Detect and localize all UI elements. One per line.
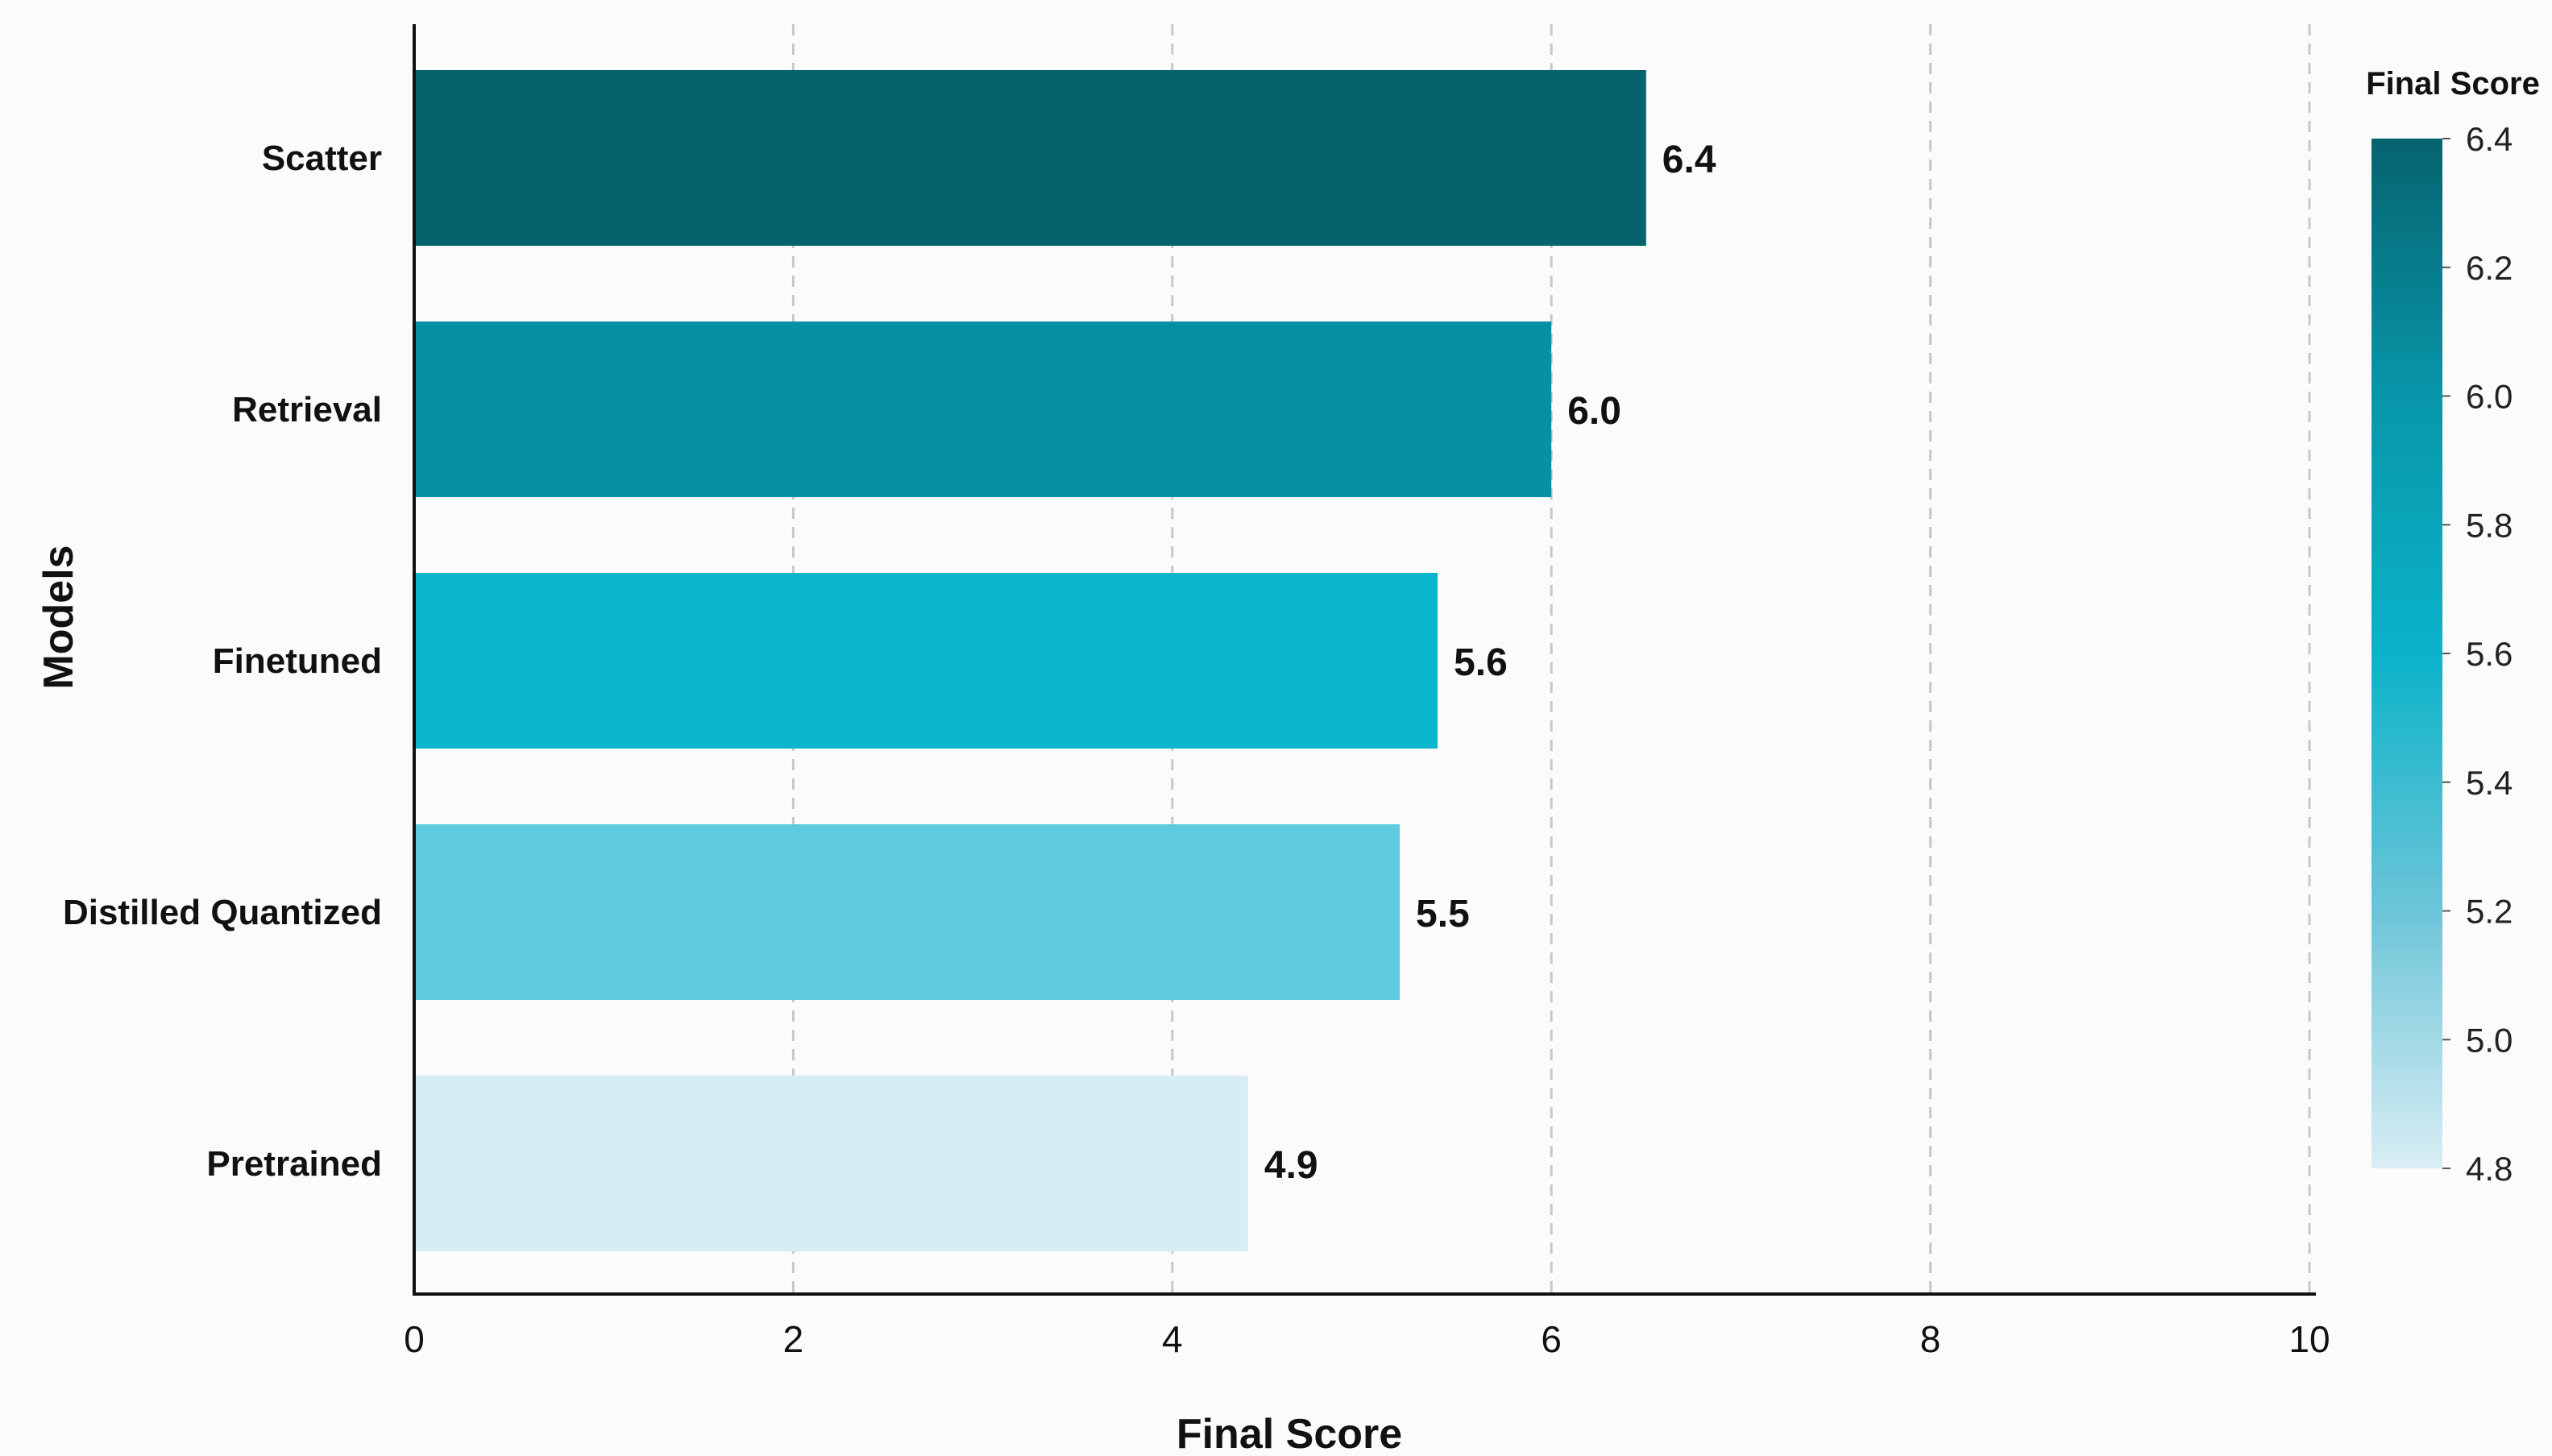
axes <box>413 24 2316 1296</box>
x-tick-label: 2 <box>783 1318 804 1360</box>
colorbar-tick-label: 5.0 <box>2466 1021 2513 1059</box>
x-tick-label: 8 <box>1920 1318 1941 1360</box>
data-label: 6.0 <box>1567 390 1621 433</box>
category-label: Distilled Quantized <box>63 893 382 932</box>
category-label: Finetuned <box>213 641 382 681</box>
x-tick-label: 6 <box>1541 1318 1562 1360</box>
colorbar-tick-label: 6.0 <box>2466 378 2513 416</box>
labels: 0 2 4 6 8 10 Scatter 6.4 Retrieval 6.0 Finetuned 5.… <box>63 139 2330 1360</box>
colorbar-gradient <box>2371 139 2442 1168</box>
colorbar-tick-label: 5.2 <box>2466 893 2513 931</box>
x-axis-title: Final Score <box>1176 1411 1402 1456</box>
data-label: 5.5 <box>1416 893 1470 935</box>
bars <box>414 70 1646 1251</box>
bar <box>414 70 1646 246</box>
data-label: 5.6 <box>1454 641 1508 684</box>
x-tick-label: 10 <box>2289 1318 2330 1360</box>
colorbar-tick-label: 5.6 <box>2466 635 2513 673</box>
x-tick-label: 0 <box>404 1318 425 1360</box>
category-label: Pretrained <box>206 1144 382 1184</box>
colorbar-tick-label: 5.8 <box>2466 506 2513 544</box>
bar <box>414 824 1400 1000</box>
x-tick-label: 4 <box>1162 1318 1183 1360</box>
colorbar-tick-label: 6.4 <box>2466 120 2513 158</box>
bar <box>414 1076 1248 1251</box>
colorbar: Final Score 6.4 6.2 6.0 5.8 5.6 5.4 5.2 5.0 4.8 <box>2366 66 2540 1188</box>
data-label: 6.4 <box>1662 139 1716 181</box>
data-label: 4.9 <box>1264 1144 1318 1187</box>
bar <box>414 573 1438 749</box>
colorbar-title: Final Score <box>2366 66 2540 102</box>
y-axis-title: Models <box>35 545 82 689</box>
category-label: Scatter <box>262 139 382 178</box>
colorbar-tick-label: 4.8 <box>2466 1150 2513 1188</box>
colorbar-tick-label: 5.4 <box>2466 764 2513 802</box>
bar <box>414 321 1552 497</box>
category-label: Retrieval <box>232 390 382 429</box>
colorbar-tick-label: 6.2 <box>2466 249 2513 287</box>
